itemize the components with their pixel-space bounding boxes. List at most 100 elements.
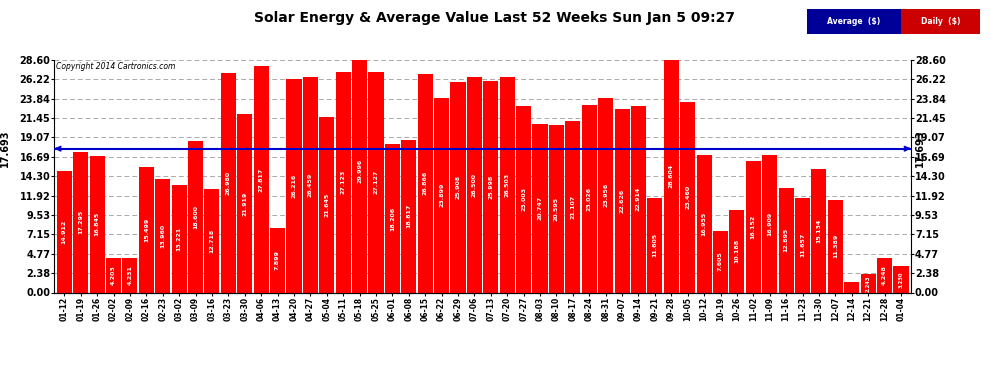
Text: 27.123: 27.123	[341, 170, 346, 194]
Text: 7.605: 7.605	[718, 252, 723, 272]
Bar	[450, 82, 465, 292]
Bar	[647, 198, 662, 292]
Text: 23.003: 23.003	[521, 187, 526, 211]
Bar	[533, 124, 547, 292]
Text: 26.216: 26.216	[291, 174, 296, 198]
Text: 26.503: 26.503	[505, 173, 510, 197]
Text: 21.107: 21.107	[570, 195, 575, 219]
Bar	[238, 114, 252, 292]
Bar	[548, 125, 564, 292]
Text: 3.230: 3.230	[899, 271, 904, 288]
Text: 25.998: 25.998	[488, 175, 493, 199]
Text: 17.693: 17.693	[0, 130, 10, 167]
Bar	[155, 179, 170, 292]
Text: 21.919: 21.919	[243, 191, 248, 216]
Bar	[352, 49, 367, 292]
Text: 23.026: 23.026	[587, 187, 592, 211]
Bar	[188, 141, 203, 292]
Bar	[171, 185, 187, 292]
Text: Solar Energy & Average Value Last 52 Weeks Sun Jan 5 09:27: Solar Energy & Average Value Last 52 Wee…	[254, 11, 736, 25]
Bar	[582, 105, 597, 292]
Text: 27.817: 27.817	[258, 167, 263, 192]
Text: 7.899: 7.899	[275, 251, 280, 270]
Text: 14.912: 14.912	[61, 220, 66, 244]
Text: 26.866: 26.866	[423, 171, 428, 195]
Text: 23.899: 23.899	[440, 183, 445, 207]
Text: 23.956: 23.956	[603, 183, 608, 207]
Text: 13.960: 13.960	[160, 224, 165, 248]
Bar	[730, 210, 744, 292]
Bar	[204, 189, 220, 292]
Bar	[778, 188, 794, 292]
Text: 18.206: 18.206	[390, 206, 395, 231]
Bar	[483, 81, 498, 292]
Bar	[89, 156, 105, 292]
Text: 13.221: 13.221	[176, 226, 181, 251]
Bar	[385, 144, 400, 292]
Text: 4.231: 4.231	[128, 266, 133, 285]
Bar	[221, 73, 236, 292]
Bar	[336, 72, 350, 292]
Bar	[303, 77, 318, 292]
Text: 16.909: 16.909	[767, 212, 772, 236]
Text: 16.845: 16.845	[95, 212, 100, 236]
Text: 12.895: 12.895	[784, 228, 789, 252]
Text: 26.500: 26.500	[472, 173, 477, 197]
Bar	[598, 98, 613, 292]
Bar	[139, 166, 153, 292]
Text: 20.595: 20.595	[554, 197, 559, 221]
Bar	[368, 72, 383, 292]
Bar	[73, 152, 88, 292]
Bar	[795, 198, 810, 292]
Text: 18.600: 18.600	[193, 205, 198, 229]
Bar	[663, 60, 679, 292]
Bar	[270, 228, 285, 292]
Text: 23.460: 23.460	[685, 185, 690, 209]
Text: 28.604: 28.604	[669, 164, 674, 188]
Text: 2.243: 2.243	[865, 275, 870, 292]
Text: Average  ($): Average ($)	[828, 17, 880, 26]
Text: 4.203: 4.203	[111, 266, 116, 285]
Bar	[828, 200, 842, 292]
Text: 12.718: 12.718	[210, 229, 215, 253]
Bar	[434, 98, 449, 292]
Text: 16.152: 16.152	[750, 215, 755, 239]
Bar	[319, 117, 335, 292]
Text: 20.747: 20.747	[538, 196, 543, 220]
Bar	[286, 80, 302, 292]
Bar	[812, 170, 827, 292]
Bar	[615, 109, 630, 292]
Text: 15.134: 15.134	[817, 219, 822, 243]
Bar	[516, 105, 532, 292]
Text: 27.127: 27.127	[373, 170, 378, 194]
Text: 11.389: 11.389	[833, 234, 838, 258]
Bar	[713, 231, 728, 292]
Bar	[418, 74, 433, 292]
Text: 11.605: 11.605	[652, 233, 657, 257]
Bar	[401, 140, 417, 292]
Bar	[745, 161, 761, 292]
Text: Daily  ($): Daily ($)	[921, 17, 960, 26]
Text: 26.980: 26.980	[226, 171, 231, 195]
Bar	[860, 274, 876, 292]
Text: 22.914: 22.914	[636, 187, 641, 211]
Text: 16.955: 16.955	[702, 211, 707, 236]
Text: 29.996: 29.996	[357, 159, 362, 183]
Text: 10.188: 10.188	[735, 239, 740, 263]
Text: 21.645: 21.645	[325, 192, 330, 217]
Text: 25.908: 25.908	[455, 175, 460, 199]
Bar	[631, 106, 646, 292]
Text: Copyright 2014 Cartronics.com: Copyright 2014 Cartronics.com	[56, 62, 175, 71]
Text: 17.693: 17.693	[915, 130, 925, 167]
Text: 15.499: 15.499	[144, 217, 148, 242]
Bar	[253, 66, 268, 292]
Bar	[680, 102, 695, 292]
Bar	[565, 121, 580, 292]
Bar	[762, 155, 777, 292]
Text: 18.817: 18.817	[406, 204, 411, 228]
Bar	[467, 77, 482, 292]
Text: 26.459: 26.459	[308, 173, 313, 197]
Bar	[893, 266, 909, 292]
Bar	[56, 171, 72, 292]
Bar	[697, 154, 712, 292]
